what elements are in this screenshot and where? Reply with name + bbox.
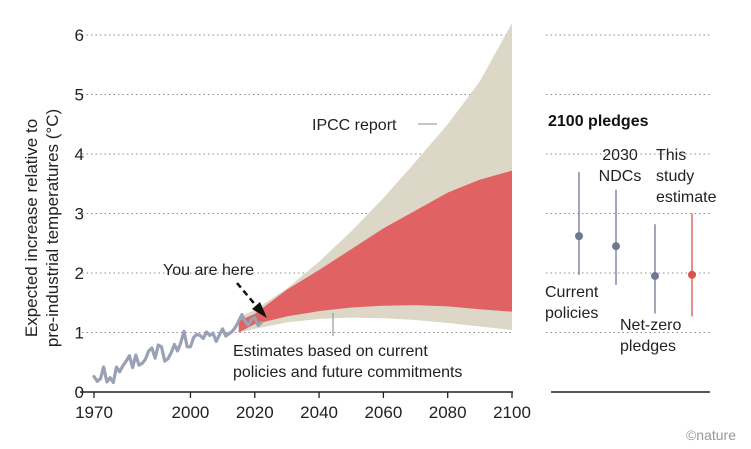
pledge-item: Current policies <box>545 171 599 322</box>
you-are-here-annotation: You are here <box>163 262 267 318</box>
you-are-here-arrow <box>236 282 259 309</box>
pledge-label: estimate <box>656 189 717 206</box>
pledge-point <box>688 270 696 279</box>
y-axis-title-line-1: Expected increase relative to <box>22 119 41 337</box>
pledge-label: This <box>656 147 686 164</box>
pledges-panel: 2100 pledges Current policies 2030 NDCs Net-… <box>545 113 717 393</box>
y-tick-label: 2 <box>75 264 84 283</box>
y-tick-label: 1 <box>75 324 84 343</box>
x-tick-label: 2080 <box>429 403 467 422</box>
y-axis-title: Expected increase relative to pre-indust… <box>22 109 62 347</box>
historical-line <box>92 313 263 385</box>
y-tick-label: 5 <box>75 86 84 105</box>
pledge-item: Net-zero pledges <box>620 224 681 355</box>
y-tick-label: 3 <box>75 205 84 224</box>
pledge-label: NDCs <box>599 168 642 185</box>
estimates-annotation: Estimates based on current policies and … <box>233 313 462 381</box>
pledges-title: 2100 pledges <box>548 113 649 130</box>
pledge-item: This study estimate <box>656 147 717 317</box>
y-axis-title-line-2: pre-industrial temperatures (°C) <box>43 109 62 347</box>
arrow-head-icon <box>252 302 267 318</box>
x-tick-label: 2100 <box>493 403 531 422</box>
x-tick-label: 2040 <box>300 403 338 422</box>
y-tick-label: 0 <box>75 383 84 402</box>
pledge-label: 2030 <box>602 147 638 164</box>
pledge-items: Current policies 2030 NDCs Net-zero pledges Th… <box>545 147 717 355</box>
y-tick-label: 6 <box>75 26 84 45</box>
y-tick-label: 4 <box>75 145 84 164</box>
estimate-range-area <box>238 170 512 333</box>
ipcc-annotation: IPCC report <box>312 117 437 134</box>
pledge-label: pledges <box>620 338 676 355</box>
historical-series <box>92 313 263 385</box>
x-tick-label: 2060 <box>364 403 402 422</box>
gridlines <box>82 34 712 333</box>
estimates-label-line-2: policies and future commitments <box>233 364 462 381</box>
pledge-label: Net-zero <box>620 317 681 334</box>
estimates-label-line-1: Estimates based on current <box>233 343 428 360</box>
pledge-label: study <box>656 168 694 185</box>
pledge-point <box>575 232 583 241</box>
x-axis-ticks: 1970 2000 2020 2040 2060 2080 2100 <box>75 392 531 422</box>
y-axis-ticks: 0 1 2 3 4 5 6 <box>75 26 84 402</box>
x-tick-label: 2000 <box>172 403 210 422</box>
ipcc-label: IPCC report <box>312 117 397 134</box>
pledge-label: policies <box>545 305 598 322</box>
pledge-point <box>651 271 659 280</box>
you-are-here-label: You are here <box>163 262 254 279</box>
projection-areas <box>238 23 512 333</box>
pledge-label: Current <box>545 284 599 301</box>
x-tick-label: 1970 <box>75 403 113 422</box>
pledge-point <box>612 242 620 251</box>
x-tick-label: 2020 <box>236 403 274 422</box>
pledge-item: 2030 NDCs <box>599 147 642 285</box>
nature-credit: ©nature <box>686 427 736 443</box>
